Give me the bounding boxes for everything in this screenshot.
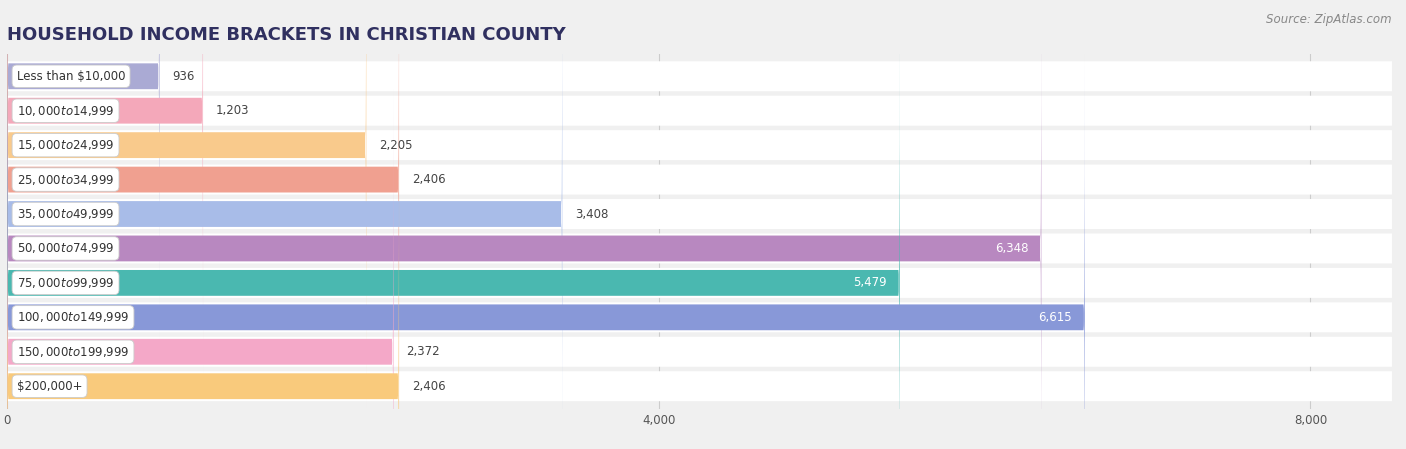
- FancyBboxPatch shape: [7, 96, 1392, 126]
- Text: Less than $10,000: Less than $10,000: [17, 70, 125, 83]
- FancyBboxPatch shape: [7, 130, 1392, 160]
- FancyBboxPatch shape: [7, 0, 1042, 449]
- Text: 2,406: 2,406: [412, 380, 446, 393]
- Text: 936: 936: [173, 70, 195, 83]
- Text: $10,000 to $14,999: $10,000 to $14,999: [17, 104, 114, 118]
- Text: $75,000 to $99,999: $75,000 to $99,999: [17, 276, 114, 290]
- FancyBboxPatch shape: [7, 55, 1085, 449]
- Text: $200,000+: $200,000+: [17, 380, 83, 393]
- Text: 2,406: 2,406: [412, 173, 446, 186]
- FancyBboxPatch shape: [7, 337, 1392, 367]
- Text: $100,000 to $149,999: $100,000 to $149,999: [17, 310, 129, 324]
- FancyBboxPatch shape: [7, 0, 562, 449]
- Text: HOUSEHOLD INCOME BRACKETS IN CHRISTIAN COUNTY: HOUSEHOLD INCOME BRACKETS IN CHRISTIAN C…: [7, 26, 565, 44]
- Text: 6,615: 6,615: [1038, 311, 1071, 324]
- FancyBboxPatch shape: [7, 0, 367, 408]
- FancyBboxPatch shape: [7, 61, 1392, 91]
- Text: $35,000 to $49,999: $35,000 to $49,999: [17, 207, 114, 221]
- FancyBboxPatch shape: [7, 20, 900, 449]
- Text: $25,000 to $34,999: $25,000 to $34,999: [17, 172, 114, 187]
- Text: $50,000 to $74,999: $50,000 to $74,999: [17, 242, 114, 255]
- Text: 3,408: 3,408: [575, 207, 609, 220]
- Text: $150,000 to $199,999: $150,000 to $199,999: [17, 345, 129, 359]
- Text: Source: ZipAtlas.com: Source: ZipAtlas.com: [1267, 13, 1392, 26]
- FancyBboxPatch shape: [7, 199, 1392, 229]
- FancyBboxPatch shape: [7, 89, 394, 449]
- FancyBboxPatch shape: [7, 302, 1392, 332]
- FancyBboxPatch shape: [7, 0, 399, 442]
- FancyBboxPatch shape: [7, 268, 1392, 298]
- Text: 6,348: 6,348: [995, 242, 1028, 255]
- Text: 1,203: 1,203: [217, 104, 250, 117]
- Text: 5,479: 5,479: [853, 277, 887, 290]
- Text: 2,372: 2,372: [406, 345, 440, 358]
- Text: $15,000 to $24,999: $15,000 to $24,999: [17, 138, 114, 152]
- Text: 2,205: 2,205: [380, 139, 413, 152]
- FancyBboxPatch shape: [7, 165, 1392, 194]
- FancyBboxPatch shape: [7, 371, 1392, 401]
- FancyBboxPatch shape: [7, 0, 159, 339]
- FancyBboxPatch shape: [7, 123, 399, 449]
- FancyBboxPatch shape: [7, 0, 202, 373]
- FancyBboxPatch shape: [7, 233, 1392, 264]
